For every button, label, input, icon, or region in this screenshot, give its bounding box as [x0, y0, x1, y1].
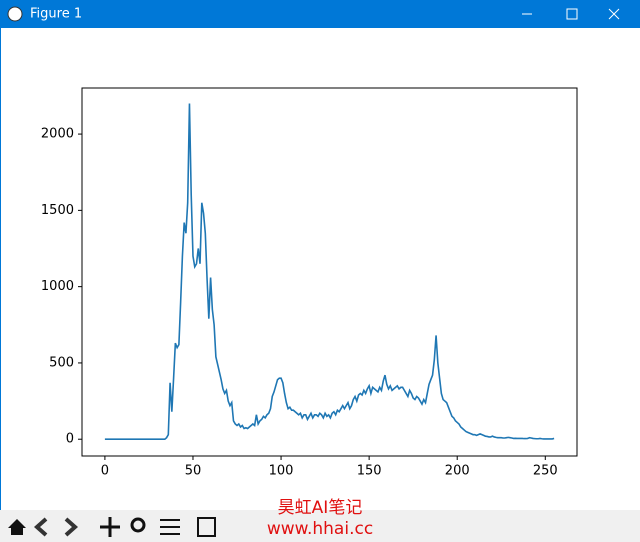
- back-button[interactable]: [33, 517, 48, 537]
- y-tick-label: 500: [49, 355, 74, 370]
- maximize-button[interactable]: [566, 8, 578, 20]
- watermark: 昊虹AI笔记: [278, 498, 363, 518]
- forward-button[interactable]: [64, 517, 79, 537]
- y-tick-label: 1500: [41, 203, 74, 218]
- window-title: Figure 1: [30, 7, 82, 22]
- y-tick-label: 2000: [41, 127, 74, 142]
- x-tick-label: 200: [445, 464, 470, 479]
- home-button[interactable]: [8, 519, 26, 535]
- watermark: www.hhai.cc: [267, 519, 373, 539]
- axes-frame: [81, 87, 578, 457]
- x-tick-label: 100: [269, 464, 294, 479]
- window-border: [0, 28, 1, 510]
- app-icon: [7, 6, 23, 22]
- zoom-button[interactable]: [130, 517, 146, 533]
- y-tick-label: 0: [66, 432, 74, 447]
- title-bar: [0, 0, 640, 28]
- pan-button[interactable]: [100, 517, 120, 537]
- x-tick-label: 250: [533, 464, 558, 479]
- x-tick-label: 150: [357, 464, 382, 479]
- x-tick-label: 50: [185, 464, 202, 479]
- x-tick-label: 0: [101, 464, 109, 479]
- close-button[interactable]: [608, 8, 620, 20]
- y-tick-label: 1000: [41, 279, 74, 294]
- save-button[interactable]: [197, 517, 216, 537]
- configure-button[interactable]: [160, 519, 180, 535]
- data-line: [104, 103, 555, 441]
